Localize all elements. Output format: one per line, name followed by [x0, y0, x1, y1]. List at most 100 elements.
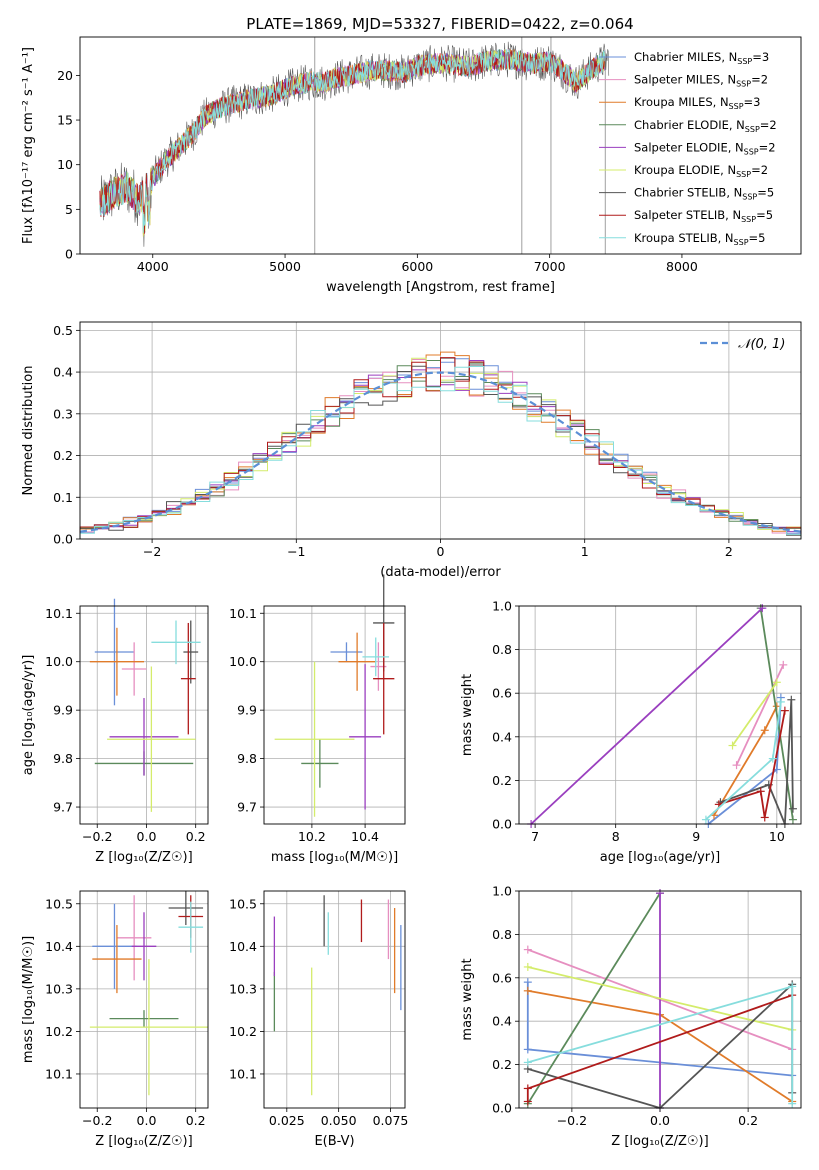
y-tick-label: 9.7: [53, 800, 73, 815]
x-tick-label: 0.2: [186, 1113, 206, 1128]
y-tick-label: 0.8: [492, 927, 512, 942]
y-tick-label: 0.4: [492, 729, 512, 744]
y-tick-label: 1.0: [492, 599, 512, 614]
axes: −2 −1 0 1 2 0.0 0.1 0.2 0.3 0.4 0.5: [53, 322, 801, 559]
x-axis-label: (data-model)/error: [380, 565, 501, 580]
y-tick-label: 0.4: [492, 1014, 512, 1029]
x-tick-label: 4000: [137, 259, 169, 274]
y-tick-label: 1.0: [492, 884, 512, 899]
legend-label-text: Chabrier STELIB, N: [634, 186, 742, 200]
legend-label-sub: SSP: [737, 57, 752, 66]
x-axis-label: mass [log₁₀(M/M☉)]: [271, 850, 398, 865]
y-tick-label: 5: [65, 202, 73, 217]
histogram-step: [79, 366, 802, 539]
legend-label-sub: SSP: [742, 193, 757, 202]
y-tick-label: 15: [57, 113, 73, 128]
x-tick-label: 0.025: [269, 1113, 305, 1128]
legend-label-sub: SSP: [745, 125, 760, 134]
plot-frame: [79, 36, 802, 255]
x-tick-label: 0.0: [137, 829, 157, 844]
y-tick-label: 10.1: [229, 606, 257, 621]
x-axis-label: Z [log₁₀(Z/Z☉)]: [611, 1134, 708, 1149]
legend-label-suffix: =2: [751, 163, 768, 177]
legend-label-suffix: =3: [744, 95, 761, 109]
y-tick-label: 10.3: [229, 981, 257, 996]
x-tick-label: 0: [437, 544, 445, 559]
spectrum-lines: [99, 37, 610, 254]
legend-label-suffix: =2: [759, 140, 776, 154]
y-tick-label: 10.4: [229, 939, 257, 954]
spectrum-panel: 4000 5000 6000 7000 8000 0 5 10 15 20 Chabrier MIL…: [21, 36, 802, 295]
legend-label-suffix: =5: [757, 186, 774, 200]
x-tick-label: 1: [581, 544, 589, 559]
legend-label: Chabrier ELODIE, NSSP=2: [634, 118, 777, 134]
legend-label: Kroupa MILES, NSSP=3: [634, 95, 760, 111]
y-tick-label: 10.3: [45, 981, 73, 996]
x-axis-label: wavelength [Angstrom, rest frame]: [326, 280, 555, 295]
mass-vs-metallicity-panel: −0.2 0.0 0.2 10.1 10.2 10.3 10.4 10.5 Z [log₁₀(Z…: [21, 890, 209, 1149]
weight-lines: [523, 889, 797, 1112]
y-tick-label: 0.1: [53, 490, 73, 505]
plot-frame: [263, 890, 406, 1109]
legend-label: Salpeter STELIB, NSSP=5: [634, 208, 773, 224]
y-tick-label: 10.4: [45, 939, 73, 954]
x-tick-label: −2: [143, 544, 161, 559]
y-tick-label: 0: [65, 247, 73, 262]
mass-vs-ebv-panel: 0.025 0.050 0.075 10.1 10.2 10.3 10.4 10.5 E(B-V…: [229, 890, 408, 1149]
x-tick-label: −0.2: [557, 1113, 587, 1128]
x-tick-label: 7000: [534, 259, 566, 274]
y-tick-label: 0.2: [53, 448, 73, 463]
y-axis-label: mass weight: [460, 958, 475, 1040]
y-tick-label: 9.7: [237, 800, 257, 815]
y-tick-label: 0.2: [492, 773, 512, 788]
y-tick-label: 9.8: [237, 751, 257, 766]
legend-label-text: Salpeter MILES, N: [634, 73, 736, 87]
plot-frame: [79, 605, 209, 825]
legend-label-suffix: =2: [760, 118, 777, 132]
weight-lines: [527, 604, 797, 828]
x-tick-label: 9: [692, 829, 700, 844]
y-axis-label: mass [log₁₀(M/M☉)]: [21, 936, 36, 1063]
x-tick-label: 0.0: [650, 1113, 670, 1128]
legend-label-suffix: =2: [751, 73, 768, 87]
y-tick-label: 10.2: [229, 1024, 257, 1039]
y-tick-label: 0.8: [492, 642, 512, 657]
x-tick-label: −1: [287, 544, 305, 559]
legend-label-text: Chabrier MILES, N: [634, 50, 737, 64]
y-axis-label: Flux [fλ10⁻¹⁷ erg cm⁻² s⁻¹ A⁻¹]: [21, 47, 36, 244]
legend-label: Salpeter MILES, NSSP=2: [634, 73, 768, 89]
y-tick-label: 10.5: [45, 896, 73, 911]
legend-label-sub: SSP: [744, 147, 759, 156]
weight-vs-metallicity-panel: −0.2 0.0 0.2 0.0 0.2 0.4 0.6 0.8 1.0 Z [log₁₀(Z/Z…: [460, 884, 802, 1149]
y-axis-label: age [log₁₀(age/yr)]: [21, 655, 36, 776]
y-tick-label: 10.1: [45, 1066, 73, 1081]
x-tick-label: 2: [725, 544, 733, 559]
y-tick-label: 10.0: [229, 654, 257, 669]
legend-label-sub: SSP: [741, 215, 756, 224]
histogram-step: [79, 357, 802, 539]
legend-label-text: Chabrier ELODIE, N: [634, 118, 745, 132]
weight-line: [530, 607, 763, 825]
legend-label-suffix: =5: [756, 208, 773, 222]
plot-frame: [79, 321, 802, 540]
y-tick-label: 0.6: [492, 686, 512, 701]
legend-label-text: Kroupa STELIB, N: [634, 231, 734, 245]
error-bars: [89, 891, 208, 1096]
y-tick-label: 0.4: [53, 365, 73, 380]
age-vs-metallicity-panel: −0.2 0.0 0.2 9.7 9.8 9.9 10.0 10.1 Z [log₁₀(Z/Z☉…: [21, 598, 209, 865]
y-axis-label: Normed distribution: [21, 366, 36, 496]
x-tick-label: 10: [769, 829, 785, 844]
x-tick-label: 0.2: [738, 1113, 758, 1128]
legend-label-sub: SSP: [736, 80, 751, 89]
x-tick-label: 0.0: [137, 1113, 157, 1128]
legend-label-sub: SSP: [736, 170, 751, 179]
legend-label-suffix: =5: [749, 231, 766, 245]
y-tick-label: 10.5: [229, 896, 257, 911]
spectrum-series-line: [99, 48, 606, 233]
axes: 7 8 9 10 0.0 0.2 0.4 0.6 0.8 1.0: [492, 599, 801, 844]
x-axis-label: age [log₁₀(age/yr)]: [600, 850, 721, 865]
x-tick-label: −0.2: [82, 1113, 112, 1128]
y-tick-label: 20: [57, 68, 73, 83]
y-tick-label: 0.3: [53, 406, 73, 421]
